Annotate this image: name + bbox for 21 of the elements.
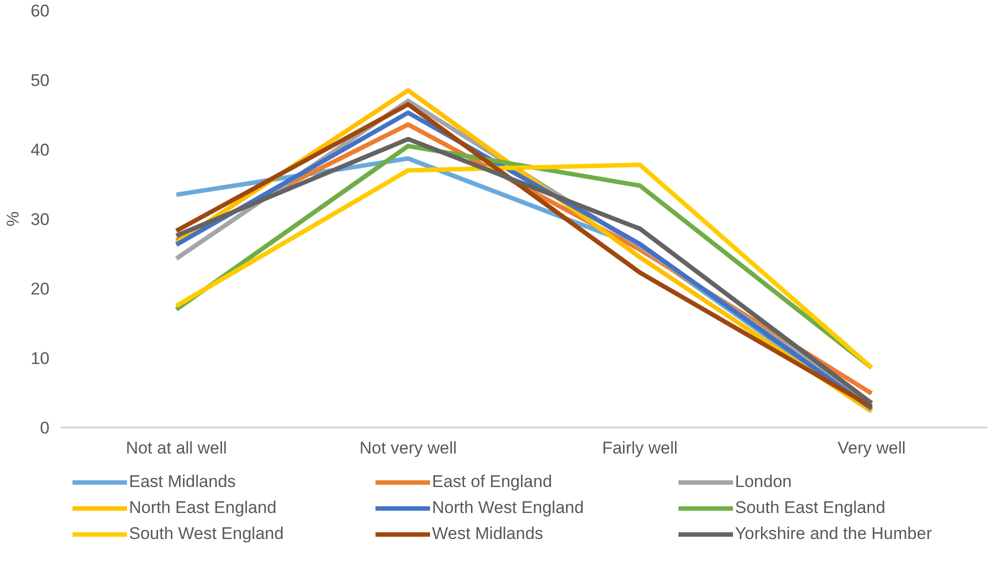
- legend-label: South East England: [735, 498, 886, 518]
- y-tick-label: 30: [30, 210, 50, 229]
- x-tick-label: Fairly well: [602, 438, 678, 458]
- legend-label: North East England: [129, 498, 278, 518]
- y-tick-label: 60: [30, 2, 50, 20]
- x-tick-label: Not at all well: [126, 438, 227, 458]
- legend-label: London: [735, 472, 793, 492]
- legend-label: Yorkshire and the Humber: [735, 524, 933, 544]
- y-tick-label: 0: [40, 418, 50, 438]
- y-tick-label: 20: [30, 280, 50, 298]
- y-tick-label: 50: [30, 71, 50, 90]
- y-tick-label: 10: [30, 349, 50, 368]
- legend-label: North West England: [432, 498, 585, 518]
- x-tick-label: Not very well: [359, 438, 457, 458]
- y-axis-title: %: [4, 211, 23, 227]
- legend-label: South West England: [129, 524, 285, 544]
- x-tick-label: Very well: [838, 438, 906, 458]
- legend-label: West Midlands: [432, 524, 544, 544]
- y-tick-label: 40: [30, 140, 50, 160]
- legend-label: East Midlands: [129, 472, 237, 492]
- legend-label: East of England: [432, 472, 554, 492]
